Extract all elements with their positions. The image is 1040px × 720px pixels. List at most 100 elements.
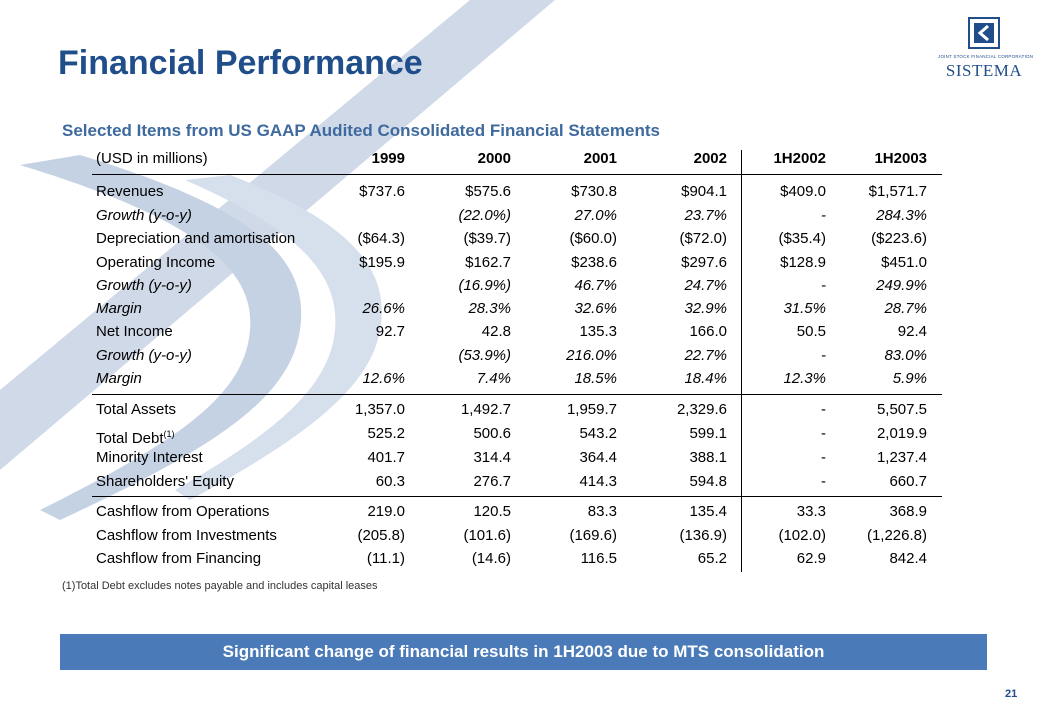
table-cell: $128.9 xyxy=(780,254,826,271)
table-cell: 216.0% xyxy=(566,347,617,364)
table-cell: - xyxy=(821,473,826,490)
table-cell: 414.3 xyxy=(579,473,617,490)
table-cell: 32.9% xyxy=(684,300,727,317)
table-cell: 1,357.0 xyxy=(354,401,405,418)
table-cell: $297.6 xyxy=(681,254,727,271)
table-cell: 24.7% xyxy=(684,277,727,294)
table-cell: 65.2 xyxy=(697,550,727,567)
row-label: Cashflow from Investments xyxy=(96,527,277,545)
table-cell: 314.4 xyxy=(473,449,511,466)
table-cell: $904.1 xyxy=(681,183,727,200)
table-cell: 5.9% xyxy=(892,370,927,387)
table-cell: 22.7% xyxy=(684,347,727,364)
row-label-text: Total Debt xyxy=(96,430,164,447)
table-cell: 135.3 xyxy=(579,323,617,340)
table-cell: 166.0 xyxy=(689,323,727,340)
table-cell: 32.6% xyxy=(574,300,617,317)
row-label-text: Revenues xyxy=(96,183,164,200)
column-header: 2002 xyxy=(693,150,727,167)
row-label-text: Growth (y-o-y) xyxy=(96,277,192,294)
table-cell: ($64.3) xyxy=(357,230,405,247)
table-cell: 83.3 xyxy=(587,503,617,520)
unit-label: (USD in millions) xyxy=(96,150,208,167)
table-cell: 525.2 xyxy=(367,425,405,442)
row-label: Growth (y-o-y) xyxy=(96,207,192,225)
table-cell: - xyxy=(821,425,826,442)
table-cell: 12.6% xyxy=(362,370,405,387)
row-label-text: Growth (y-o-y) xyxy=(96,347,192,364)
sistema-logo: JOINT STOCK FINANCIAL CORPORATION SISTEM… xyxy=(938,14,1033,84)
table-cell: $238.6 xyxy=(571,254,617,271)
row-label-text: Shareholders' Equity xyxy=(96,473,234,490)
table-cell: 401.7 xyxy=(367,449,405,466)
table-cell: 1,492.7 xyxy=(460,401,511,418)
table-cell: 120.5 xyxy=(473,503,511,520)
table-cell: (16.9%) xyxy=(458,277,511,294)
row-label-text: Net Income xyxy=(96,323,173,340)
row-label: Growth (y-o-y) xyxy=(96,347,192,365)
table-cell: 284.3% xyxy=(876,207,927,224)
table-cell: $451.0 xyxy=(881,254,927,271)
row-label-text: Total Assets xyxy=(96,401,177,418)
table-cell: (22.0%) xyxy=(458,207,511,224)
table-cell: $409.0 xyxy=(780,183,826,200)
table-cell: 5,507.5 xyxy=(876,401,927,418)
row-label: Depreciation and amortisation xyxy=(96,230,295,248)
table-cell: (1,226.8) xyxy=(866,527,927,544)
table-cell: 543.2 xyxy=(579,425,617,442)
row-label-text: Growth (y-o-y) xyxy=(96,207,192,224)
row-label-text: Depreciation and amortisation xyxy=(96,230,296,247)
row-label: Margin xyxy=(96,370,142,388)
table-cell: 500.6 xyxy=(473,425,511,442)
table-cell: - xyxy=(821,277,826,294)
period-divider xyxy=(741,150,742,572)
table-cell: 1,959.7 xyxy=(566,401,617,418)
row-label: Shareholders' Equity xyxy=(96,473,234,491)
column-header: 1999 xyxy=(371,150,405,167)
table-cell: $195.9 xyxy=(359,254,405,271)
table-cell: (53.9%) xyxy=(458,347,511,364)
column-header: 1H2003 xyxy=(874,150,927,167)
table-cell: (101.6) xyxy=(463,527,511,544)
row-label: Cashflow from Operations xyxy=(96,503,269,521)
table-cell: 46.7% xyxy=(574,277,617,294)
row-label: Net Income xyxy=(96,323,173,341)
row-label: Cashflow from Financing xyxy=(96,550,261,568)
table-cell: 660.7 xyxy=(889,473,927,490)
table-cell: 42.8 xyxy=(481,323,511,340)
row-label: Operating Income xyxy=(96,254,215,272)
row-label-text: Margin xyxy=(96,370,142,387)
table-cell: 50.5 xyxy=(796,323,826,340)
table-cell: 249.9% xyxy=(876,277,927,294)
row-label: Growth (y-o-y) xyxy=(96,277,192,295)
row-label: Total Debt(1) xyxy=(96,425,175,448)
row-label: Total Assets xyxy=(96,401,176,419)
table-cell: - xyxy=(821,347,826,364)
table-cell: 276.7 xyxy=(473,473,511,490)
table-cell: - xyxy=(821,449,826,466)
table-cell: (11.1) xyxy=(366,550,405,567)
row-label: Revenues xyxy=(96,183,164,201)
table-cell: 7.4% xyxy=(476,370,511,387)
table-cell: - xyxy=(821,401,826,418)
table-cell: 219.0 xyxy=(367,503,405,520)
table-cell: ($39.7) xyxy=(463,230,511,247)
column-header: 2000 xyxy=(477,150,511,167)
table-cell: $162.7 xyxy=(465,254,511,271)
table-cell: (136.9) xyxy=(679,527,727,544)
table-cell: 116.5 xyxy=(580,550,617,567)
table-cell: 2,019.9 xyxy=(876,425,927,442)
footnote-marker: (1) xyxy=(163,429,175,439)
table-cell: 23.7% xyxy=(684,207,727,224)
table-cell: (102.0) xyxy=(778,527,826,544)
column-header: 1H2002 xyxy=(773,150,826,167)
table-cell: 28.3% xyxy=(468,300,511,317)
column-header: 2001 xyxy=(583,150,617,167)
table-cell: $730.8 xyxy=(571,183,617,200)
row-label-text: Margin xyxy=(96,300,142,317)
table-divider xyxy=(92,496,942,497)
table-cell: 28.7% xyxy=(884,300,927,317)
page-title: Financial Performance xyxy=(58,44,423,82)
